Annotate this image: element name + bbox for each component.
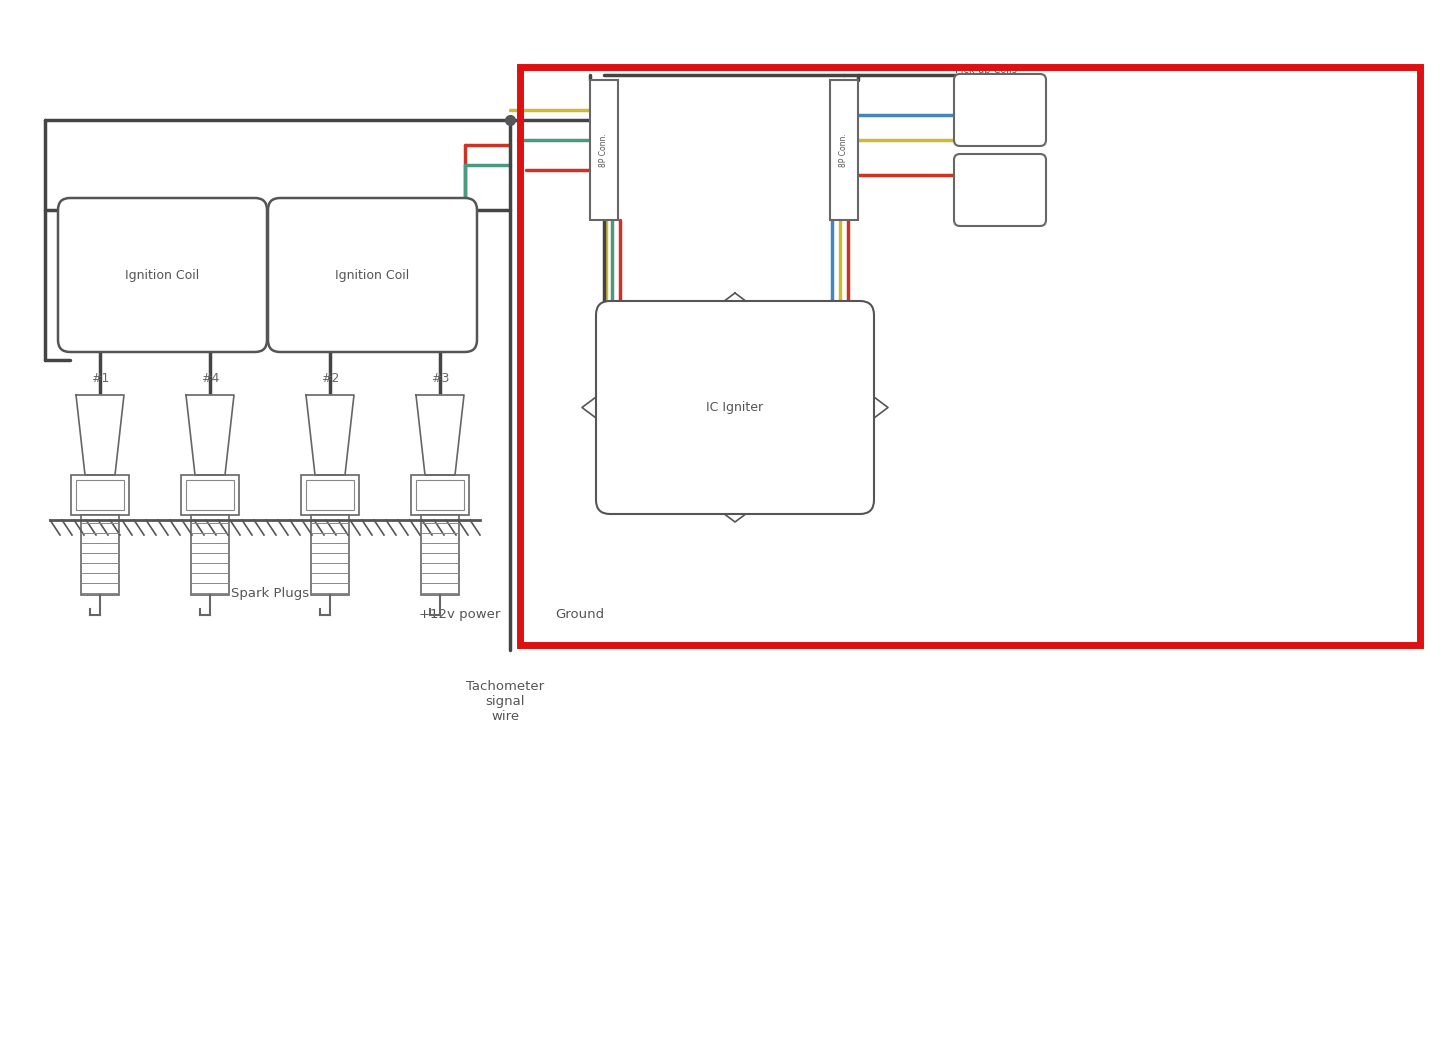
- FancyBboxPatch shape: [268, 198, 478, 352]
- Bar: [191, 515, 229, 595]
- Polygon shape: [187, 394, 234, 476]
- Bar: [181, 476, 239, 515]
- Text: Tachometer
signal
wire: Tachometer signal wire: [466, 680, 544, 723]
- Text: Ignition Coil: Ignition Coil: [126, 268, 200, 282]
- Polygon shape: [77, 394, 124, 476]
- Text: #1: #1: [91, 372, 109, 385]
- FancyBboxPatch shape: [596, 301, 874, 514]
- Bar: [590, 80, 618, 220]
- FancyBboxPatch shape: [954, 154, 1046, 226]
- Text: IC Igniter: IC Igniter: [706, 401, 764, 414]
- Bar: [71, 476, 129, 515]
- Text: Ground: Ground: [556, 608, 605, 621]
- Text: #2: #2: [321, 372, 339, 385]
- Bar: [301, 476, 359, 515]
- FancyBboxPatch shape: [954, 74, 1046, 146]
- Text: Spark Plugs: Spark Plugs: [232, 587, 310, 600]
- Bar: [519, 67, 1420, 645]
- Bar: [311, 515, 349, 595]
- Text: #3: #3: [431, 372, 449, 385]
- Text: +12v power: +12v power: [418, 608, 501, 621]
- Text: 8P Conn.: 8P Conn.: [599, 134, 609, 167]
- FancyBboxPatch shape: [58, 198, 268, 352]
- Bar: [411, 476, 469, 515]
- Bar: [77, 480, 124, 510]
- Polygon shape: [305, 394, 355, 476]
- Bar: [415, 480, 464, 510]
- Bar: [831, 80, 858, 220]
- Bar: [187, 480, 234, 510]
- Text: Ignition Coil: Ignition Coil: [336, 268, 410, 282]
- Polygon shape: [415, 394, 464, 476]
- Bar: [421, 515, 459, 595]
- Bar: [81, 515, 119, 595]
- Text: 8P Conn.: 8P Conn.: [839, 134, 848, 167]
- Text: Pick-up Coils: Pick-up Coils: [955, 65, 1017, 75]
- Text: #4: #4: [201, 372, 218, 385]
- Bar: [305, 480, 355, 510]
